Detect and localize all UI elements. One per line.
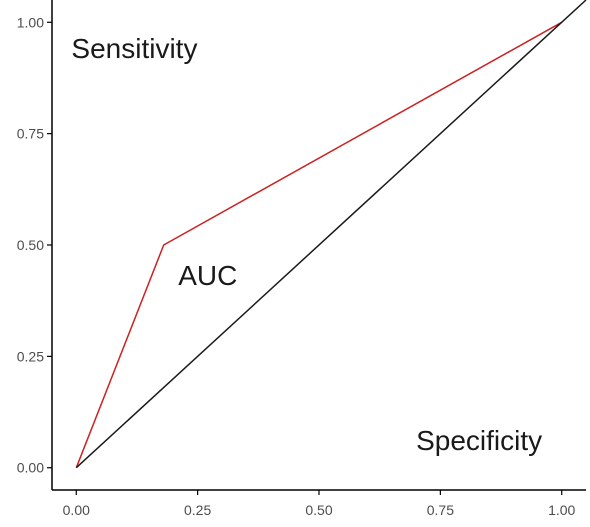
ticks: 0.00 0.25 0.50 0.75 1.00 0.00 0.25 0.50 0.75 1.00 (17, 14, 576, 518)
y-tick-label: 0.25 (17, 348, 44, 364)
series (75, 0, 587, 469)
x-tick-label: 0.00 (63, 502, 90, 518)
annotations: Sensitivity AUC Specificity (71, 33, 542, 456)
y-tick-label: 0.00 (17, 460, 44, 476)
sensitivity-label: Sensitivity (71, 33, 197, 64)
reference-diagonal-line (75, 0, 587, 469)
x-tick-label: 0.50 (305, 502, 332, 518)
y-tick-label: 0.50 (17, 237, 44, 253)
y-tick-label: 1.00 (17, 14, 44, 30)
x-tick-label: 1.00 (548, 502, 575, 518)
x-tick-label: 0.75 (427, 502, 454, 518)
specificity-label: Specificity (416, 425, 542, 456)
auc-label: AUC (178, 260, 237, 291)
y-tick-label: 0.75 (17, 126, 44, 142)
roc-curve-line (75, 21, 563, 468)
x-tick-label: 0.25 (184, 502, 211, 518)
